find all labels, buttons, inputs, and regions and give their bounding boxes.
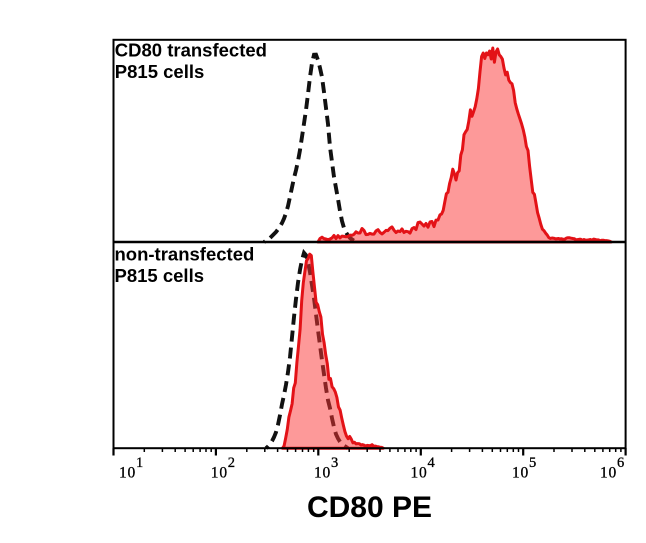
svg-text:5: 5 xyxy=(529,455,536,471)
svg-text:10: 10 xyxy=(314,464,331,481)
svg-text:4: 4 xyxy=(428,455,436,471)
svg-text:10: 10 xyxy=(512,464,529,481)
svg-text:CD80 transfected: CD80 transfected xyxy=(115,40,267,61)
svg-text:2: 2 xyxy=(228,455,235,471)
svg-text:10: 10 xyxy=(600,464,617,481)
svg-text:6: 6 xyxy=(617,455,624,471)
svg-text:1: 1 xyxy=(136,455,143,471)
svg-text:P815 cells: P815 cells xyxy=(115,265,205,286)
svg-text:10: 10 xyxy=(411,464,428,481)
svg-text:non-transfected: non-transfected xyxy=(115,244,255,265)
svg-text:P815 cells: P815 cells xyxy=(115,61,205,82)
svg-text:CD80 PE: CD80 PE xyxy=(307,491,432,524)
svg-text:3: 3 xyxy=(331,455,338,471)
svg-text:10: 10 xyxy=(119,464,136,481)
svg-text:10: 10 xyxy=(211,464,228,481)
